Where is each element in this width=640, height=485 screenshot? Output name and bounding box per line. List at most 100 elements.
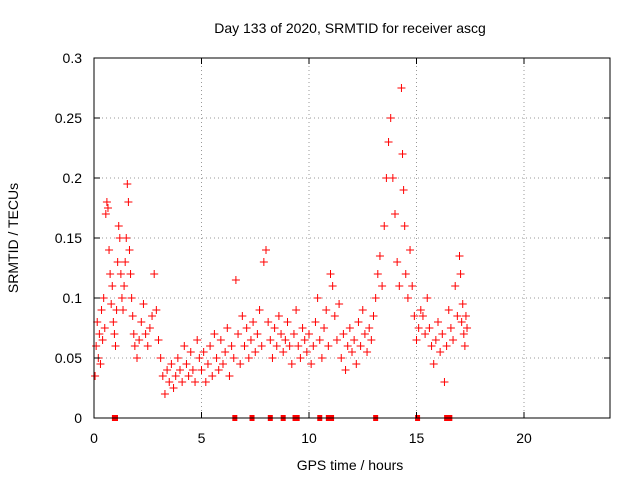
data-point [125,246,134,254]
data-point [264,318,273,326]
data-point [399,186,408,194]
data-point [133,354,141,362]
y-tick-label: 0.1 [63,290,83,306]
data-point [456,270,465,278]
data-point [358,306,367,314]
data-point [341,366,350,374]
data-point [423,294,432,302]
data-point [176,366,184,374]
data-point [320,324,329,332]
data-point [356,342,365,350]
x-tick-label: 15 [409,430,425,446]
data-point [212,354,221,362]
data-point [107,300,116,308]
y-tick-label: 0.05 [55,350,82,366]
data-point [109,318,118,326]
data-point [113,258,122,266]
data-point [274,312,283,320]
data-point [121,258,130,266]
data-point [360,330,369,338]
data-point [249,318,258,326]
data-point [253,330,262,338]
data-point [302,348,311,356]
data-point [373,270,382,278]
data-point [283,318,292,326]
data-point [371,294,380,302]
data-point [156,354,165,362]
data-point [129,330,138,338]
data-point [375,252,384,260]
data-points [91,84,472,398]
data-point [281,336,290,344]
data-point [195,354,204,362]
data-point [103,204,112,212]
data-point [227,342,236,350]
data-point [210,330,219,338]
data-point [124,198,133,206]
data-point [305,330,313,338]
data-point [380,222,389,230]
data-point [307,360,316,368]
y-tick-label: 0.3 [63,50,83,66]
data-point [397,84,406,92]
data-point [352,360,361,368]
data-point [114,222,123,230]
data-point [429,360,438,368]
data-point [97,306,106,314]
data-point [395,282,404,290]
data-point [201,378,210,386]
data-point [384,138,393,146]
data-point [298,324,307,332]
data-point [150,270,159,278]
data-point [117,294,126,302]
data-point [167,360,176,368]
data-point [328,282,337,290]
data-point [348,348,356,356]
data-point [388,174,397,182]
data-point [160,390,169,398]
data-point [272,342,281,350]
data-point [199,348,208,356]
data-point [279,348,288,356]
data-point [459,330,468,338]
x-tick-labels: 0 5 10 15 20 [90,430,532,446]
data-point [268,354,277,362]
data-point [367,336,376,344]
data-point [324,342,333,350]
data-point [143,342,152,350]
data-point [223,324,232,332]
data-point [173,354,182,362]
data-point [400,222,409,230]
data-point [116,270,125,278]
data-point [197,366,206,374]
data-point [152,306,161,314]
data-point [401,270,410,278]
data-point [119,306,128,314]
data-point [193,336,202,344]
data-point [403,294,412,302]
data-point [322,306,331,314]
data-point [238,312,247,320]
data-point [451,282,460,290]
data-point [434,318,442,326]
data-point [96,360,105,368]
data-point [326,270,335,278]
data-point [246,336,255,344]
data-point [421,330,430,338]
data-point [294,342,303,350]
y-axis-label: SRMTID / TECUs [5,183,21,293]
data-point [386,114,395,122]
data-point [219,360,227,368]
data-point [110,330,119,338]
data-point [100,324,109,332]
y-tick-labels: 0 0.05 0.1 0.15 0.2 0.25 0.3 [55,50,82,426]
data-point [158,372,167,380]
data-point [425,324,434,332]
data-point [414,324,423,332]
data-point [184,372,193,380]
data-point [442,342,451,350]
data-point [111,342,120,350]
y-tick-label: 0 [74,410,82,426]
y-tick-label: 0.15 [55,230,82,246]
data-point [216,336,225,344]
